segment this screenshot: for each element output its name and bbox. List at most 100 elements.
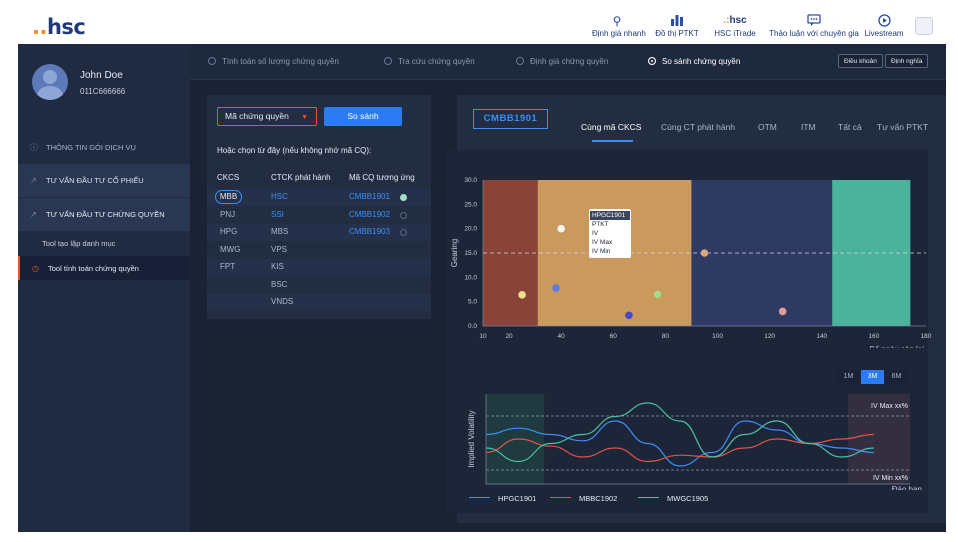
x-tick-label: 180: [921, 333, 932, 340]
x-axis-label: Đáo hạn: [892, 485, 922, 490]
y-tick-label: 0.0: [468, 323, 477, 330]
table-row[interactable]: MBB HSC CMBB1901: [207, 189, 431, 206]
radio-icon: [384, 57, 392, 65]
nav-livestream[interactable]: Livestream: [864, 14, 904, 42]
table-row[interactable]: PNJ SSI CMBB1902: [207, 207, 431, 224]
step-calc-quantity[interactable]: Tính toán số lượng chứng quyền: [208, 57, 339, 66]
definitions-button[interactable]: Định nghĩa: [885, 54, 929, 68]
iv-min-label: IV Min xx%: [873, 475, 908, 482]
compare-button[interactable]: So sánh: [324, 107, 402, 126]
x-tick-label: 120: [764, 333, 775, 340]
series-line: [485, 402, 875, 463]
x-tick-label: 140: [816, 333, 827, 340]
table-cell-ckcs[interactable]: MBB: [215, 190, 242, 204]
radio-icon[interactable]: [400, 229, 407, 236]
table-cell-issuer[interactable]: HSC: [271, 192, 288, 201]
table-cell-ckcs[interactable]: HPG: [220, 227, 238, 236]
y-tick-label: 5.0: [468, 299, 477, 306]
table-row[interactable]: BSC: [207, 277, 431, 294]
active-tab-indicator: [592, 140, 633, 142]
sidebar-item-warrant-calculator[interactable]: ◷ Tool tính toán chứng quyền: [18, 256, 190, 280]
step-lookup[interactable]: Tra cứu chứng quyền: [384, 57, 475, 66]
selected-warrant-code: CMBB1901: [473, 109, 548, 129]
nav-hsc-itrade[interactable]: .:hsc HSC iTrade: [712, 14, 758, 42]
x-tick-label: 10: [479, 333, 487, 340]
table-cell-ckcs[interactable]: MWG: [220, 244, 241, 254]
radio-icon: [516, 57, 524, 65]
table-row[interactable]: VNDS: [207, 294, 431, 311]
table-cell-issuer[interactable]: KIS: [271, 262, 284, 271]
y-axis-label: Gearing: [450, 239, 459, 267]
nav-technical-chart[interactable]: Đồ thị PTKT: [654, 14, 700, 42]
y-tick-label: 25.0: [464, 201, 477, 208]
sidebar-item-portfolio-tool[interactable]: Tool tạo lập danh mục: [42, 238, 116, 248]
y-tick-label: 30.0: [464, 177, 477, 184]
chart-tooltip: HPGC1901 PTKT IV IV Max IV Min: [589, 209, 631, 258]
data-point: [700, 249, 709, 257]
info-icon: ⓘ: [30, 142, 38, 152]
table-row[interactable]: MWG VPS: [207, 242, 431, 259]
data-point: [653, 290, 662, 299]
col-header-issuer: CTCK phát hành: [271, 173, 331, 182]
legend-item-mwgc1905[interactable]: MWGC1905: [638, 494, 708, 503]
user-id: 011C666666: [80, 87, 126, 96]
nav-expert-discussion[interactable]: Thảo luận với chuyên gia: [768, 14, 860, 42]
tab-technical-advice[interactable]: Tư vấn PTKT: [877, 122, 929, 132]
table-cell-ckcs[interactable]: PNJ: [220, 209, 236, 219]
sidebar-item-service-info[interactable]: ⓘ THÔNG TIN GÓI DỊCH VỤ: [30, 142, 136, 152]
table-row[interactable]: FPT KIS: [207, 259, 431, 276]
col-header-warrant: Mã CQ tương ứng: [349, 173, 415, 182]
table-cell-warrant[interactable]: CMBB1902: [349, 209, 390, 219]
range-3m-button[interactable]: 3M: [861, 370, 884, 384]
tooltip-line: IV: [592, 230, 599, 237]
trend-icon: ↗: [30, 176, 37, 185]
radio-icon[interactable]: [400, 194, 407, 201]
tooltip-line: PTKT: [592, 221, 609, 228]
tab-same-underlying[interactable]: Cùng mã CKCS: [581, 122, 642, 132]
radio-icon[interactable]: [400, 211, 407, 219]
app-window: ..hsc ⚲ Định giá nhanh Đồ thị PTKT .:hsc…: [18, 10, 946, 532]
table-cell-warrant[interactable]: CMBB1901: [349, 192, 390, 201]
settings-button[interactable]: [915, 17, 933, 35]
terms-button[interactable]: Điều khoản: [838, 54, 883, 68]
step-compare[interactable]: So sánh chứng quyền: [648, 57, 740, 66]
choose-hint: Hoặc chọn từ đây (nếu không nhớ mã CQ):: [217, 146, 372, 155]
legend-item-mbbc1902[interactable]: MBBC1902: [550, 494, 617, 503]
tab-same-issuer[interactable]: Cùng CT phát hành: [661, 122, 736, 132]
data-point: [778, 307, 787, 316]
legend-item-hpgc1901[interactable]: HPGC1901: [469, 494, 536, 503]
tooltip-line: IV Max: [592, 239, 613, 246]
y-tick-label: 20.0: [464, 226, 477, 233]
data-point: [557, 224, 565, 233]
top-bar: ..hsc ⚲ Định giá nhanh Đồ thị PTKT .:hsc…: [18, 10, 946, 44]
table-cell-issuer[interactable]: MBS: [271, 227, 289, 236]
zone-band: [691, 180, 833, 326]
hsc-logo[interactable]: ..hsc: [32, 15, 86, 39]
table-cell-ckcs[interactable]: FPT: [220, 262, 236, 271]
warrant-code-select[interactable]: Mã chứng quyền ▼: [217, 107, 317, 126]
sidebar-item-warrant-advisory[interactable]: ↗ TƯ VẤN ĐẦU TƯ CHỨNG QUYỀN: [18, 198, 190, 231]
table-cell-issuer[interactable]: BSC: [271, 279, 288, 289]
tab-all[interactable]: Tất cả: [838, 122, 862, 132]
play-circle-icon: [864, 14, 904, 28]
table-cell-warrant[interactable]: CMBB1903: [349, 227, 390, 236]
step-valuation[interactable]: Định giá chứng quyền: [516, 57, 608, 66]
table-cell-issuer[interactable]: SSI: [271, 209, 284, 219]
table-cell-issuer[interactable]: VNDS: [271, 297, 294, 306]
trend-icon: ↗: [30, 210, 37, 219]
legend-swatch: [550, 496, 571, 498]
range-6m-button[interactable]: 6M: [885, 370, 908, 384]
y-tick-label: 10.0: [464, 274, 477, 281]
nav-quick-valuation[interactable]: ⚲ Định giá nhanh: [592, 14, 646, 38]
range-1m-button[interactable]: 1M: [837, 370, 860, 384]
tab-itm[interactable]: ITM: [801, 122, 816, 132]
user-profile[interactable]: John Doe 011C666666: [18, 44, 190, 122]
tab-otm[interactable]: OTM: [758, 122, 777, 132]
gearing-scatter-chart: 10 20 40 60 80 100 120 140 160 180 0.0 5.0 10.0 15.0 2…: [450, 177, 932, 348]
x-tick-label: 160: [868, 333, 879, 340]
clock-icon: ◷: [32, 263, 39, 273]
table-cell-issuer[interactable]: VPS: [271, 244, 288, 254]
sidebar: John Doe 011C666666 ⓘ THÔNG TIN GÓI DỊCH…: [18, 44, 190, 532]
table-row[interactable]: HPG MBS CMBB1903: [207, 224, 431, 241]
sidebar-item-stock-advisory[interactable]: ↗ TƯ VẤN ĐẦU TƯ CỔ PHIẾU: [18, 164, 190, 197]
